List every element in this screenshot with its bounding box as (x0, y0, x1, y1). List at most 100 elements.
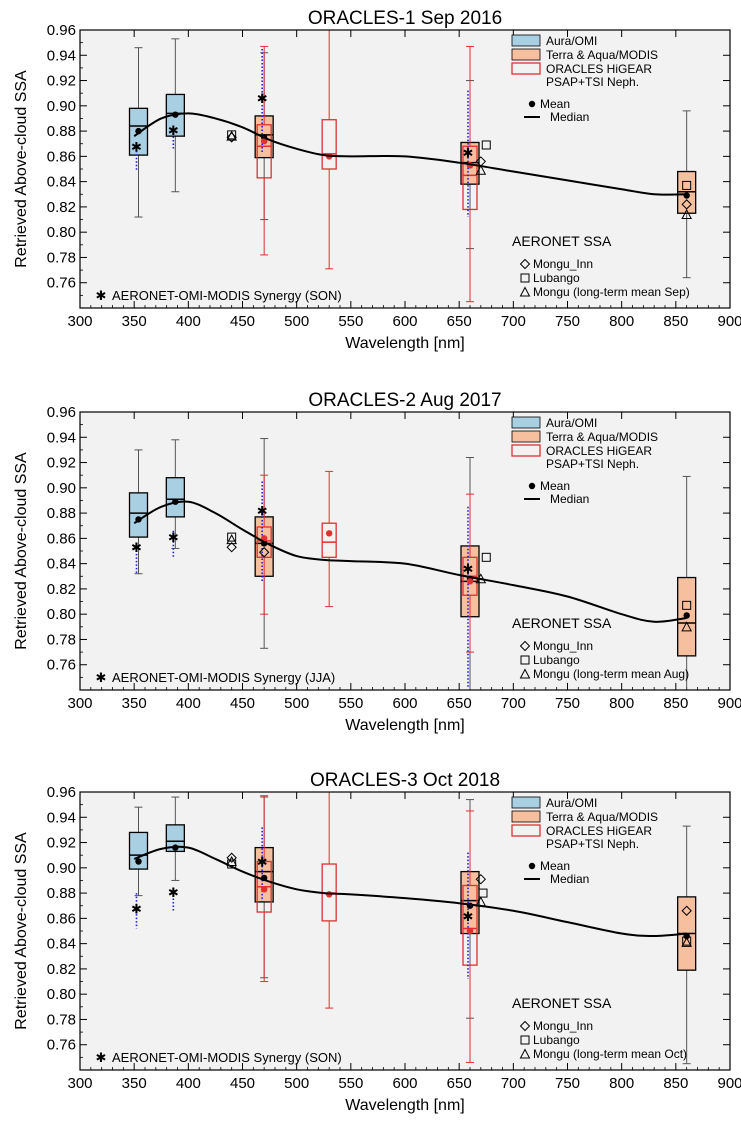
y-tick-label: 0.76 (47, 1037, 76, 1054)
higear-mean-point (466, 578, 474, 585)
plot-frame (79, 791, 731, 1071)
y-tick-label: 0.96 (47, 784, 76, 801)
y-tick-label: 0.92 (47, 835, 76, 852)
y-tick-label: 0.96 (47, 22, 76, 39)
aeronet-legend-mongu-inn: Mongu_Inn (533, 257, 593, 271)
aeronet-legend-mongu-ltm: Mongu (long-term mean Aug) (533, 667, 689, 681)
aeronet-lubango-marker (682, 180, 692, 190)
fit-curve (133, 845, 687, 938)
x-tick-label: 650 (447, 313, 472, 330)
synergy-point: ✱ (131, 139, 142, 154)
legend-swatch-modis (511, 48, 541, 61)
aeronet-legend-title: AERONET SSA (512, 233, 612, 249)
x-tick-label: 700 (501, 1075, 526, 1092)
aeronet-mongu-inn-marker (681, 905, 692, 916)
y-tick-label: 0.88 (47, 885, 76, 902)
legend-label-modis: Terra & Aqua/MODIS (546, 810, 658, 824)
synergy-legend-icon: ✱ (96, 1050, 107, 1065)
plot-frame (79, 411, 731, 691)
legend-swatch-higear (511, 62, 541, 75)
y-tick-label: 0.78 (47, 631, 76, 648)
y-tick-label: 0.88 (47, 123, 76, 140)
legend-median-label: Median (550, 492, 589, 506)
synergy-legend-icon: ✱ (96, 288, 107, 303)
x-tick-label: 700 (501, 695, 526, 712)
y-axis-label: Retrieved Above-cloud SSA (13, 452, 30, 650)
x-tick-label: 500 (284, 1075, 309, 1092)
synergy-point: ✱ (131, 901, 142, 916)
aeronet-mongu-inn-marker (681, 199, 692, 210)
aeronet-mongu-inn-marker (475, 873, 487, 885)
aeronet-legend-mongu-inn-icon (519, 258, 531, 270)
y-tick-label: 0.78 (47, 1011, 76, 1028)
plot-area (80, 412, 730, 690)
x-tick-label: 900 (717, 695, 741, 712)
x-tick-label: 500 (284, 695, 309, 712)
panel-1: ORACLES-1 Sep 2016 Wavelength [nm] Retriev… (13, 8, 741, 352)
higear-box (321, 119, 337, 170)
aeronet-legend-title: AERONET SSA (512, 615, 612, 631)
aeronet-legend-mongu-ltm: Mongu (long-term mean Oct) (533, 1047, 687, 1061)
aeronet-mongu-ltm-marker (681, 621, 692, 632)
fit-curve (133, 112, 687, 196)
y-tick-label: 0.82 (47, 199, 76, 216)
aeronet-legend-lubango-icon (520, 273, 530, 283)
y-axis-label: Retrieved Above-cloud SSA (13, 70, 30, 268)
legend-median-label: Median (550, 110, 589, 124)
legend-swatch-omi (511, 34, 541, 47)
legend-label-modis: Terra & Aqua/MODIS (546, 430, 658, 444)
mean-point (135, 858, 142, 865)
y-tick-label: 0.96 (47, 404, 76, 421)
aeronet-mongu-ltm-marker (226, 534, 237, 545)
y-tick-label: 0.90 (47, 480, 76, 497)
x-tick-label: 600 (392, 1075, 417, 1092)
y-tick-label: 0.84 (47, 936, 76, 953)
x-tick-label: 450 (230, 695, 255, 712)
higear-mean-point (260, 886, 268, 893)
legend-mean-marker (528, 862, 536, 870)
x-tick-label: 900 (717, 313, 741, 330)
y-tick-label: 0.80 (47, 224, 76, 241)
aeronet-legend-mongu-ltm-icon (519, 1048, 531, 1059)
aeronet-lubango-marker (682, 600, 692, 610)
aeronet-lubango-marker (481, 552, 491, 562)
y-tick-label: 0.90 (47, 98, 76, 115)
aeronet-legend-mongu-ltm-icon (519, 286, 531, 297)
x-tick-label: 450 (230, 313, 255, 330)
legend-mean-marker (528, 482, 536, 490)
higear-mean-point (325, 530, 333, 537)
x-tick-label: 850 (663, 1075, 688, 1092)
y-tick-label: 0.94 (47, 47, 76, 64)
synergy-legend-label: AERONET-OMI-MODIS Synergy (JJA) (112, 670, 335, 685)
aeronet-lubango-marker (481, 140, 491, 150)
y-tick-label: 0.92 (47, 73, 76, 90)
synergy-point: ✱ (463, 562, 474, 577)
omi-box (165, 824, 185, 853)
aeronet-legend-mongu-ltm: Mongu (long-term mean Sep) (533, 285, 690, 299)
y-tick-label: 0.78 (47, 249, 76, 266)
synergy-point: ✱ (463, 146, 474, 161)
x-tick-label: 350 (122, 1075, 147, 1092)
omi-box (128, 831, 149, 870)
omi-box (165, 477, 185, 518)
legend-mean-marker (528, 100, 536, 108)
synergy-legend-icon: ✱ (96, 670, 107, 685)
y-tick-label: 0.94 (47, 429, 76, 446)
x-tick-label: 350 (122, 695, 147, 712)
x-tick-label: 550 (338, 1075, 363, 1092)
fit-curve (133, 500, 687, 623)
aeronet-mongu-inn-marker (226, 852, 237, 863)
y-tick-label: 0.86 (47, 910, 76, 927)
legend-label-higear: ORACLES HiGEAR (546, 62, 652, 76)
x-tick-label: 450 (230, 1075, 255, 1092)
x-tick-label: 300 (67, 313, 92, 330)
legend-mean-label: Mean (540, 97, 570, 111)
aeronet-lubango-marker (227, 532, 237, 542)
legend-label-omi: Aura/OMI (546, 796, 597, 810)
chart-title: ORACLES-1 Sep 2016 (308, 8, 502, 29)
legend-label-higear-2: PSAP+TSI Neph. (546, 75, 639, 89)
x-axis-label: Wavelength [nm] (345, 1097, 464, 1114)
y-tick-label: 0.88 (47, 505, 76, 522)
y-tick-label: 0.84 (47, 174, 76, 191)
synergy-point: ✱ (257, 504, 268, 519)
